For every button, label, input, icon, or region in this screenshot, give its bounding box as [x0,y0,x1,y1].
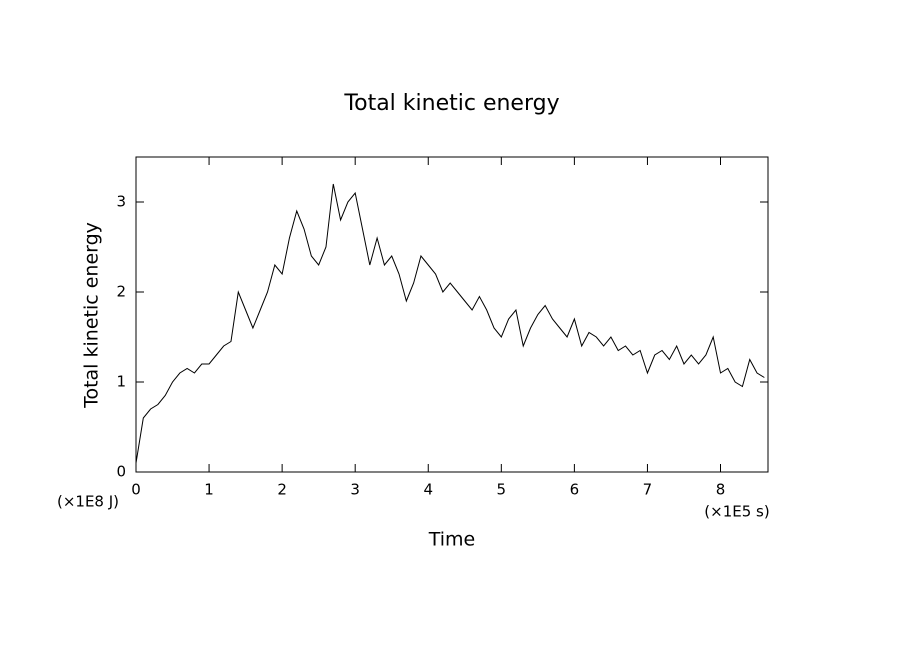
y-tick-label: 2 [116,283,126,301]
x-tick-label: 0 [131,481,141,499]
x-tick-label: 7 [643,481,653,499]
x-tick-label: 1 [204,481,214,499]
data-line [135,183,765,464]
y-tick-label: 3 [116,193,126,211]
x-tick-label: 5 [497,481,507,499]
x-tick-label: 3 [350,481,360,499]
y-unit: (×1E8 J) [57,493,119,511]
x-axis-label: Time [428,529,476,551]
x-unit: (×1E5 s) [704,503,769,521]
x-tick-label: 4 [423,481,433,499]
plot-frame [135,156,769,473]
x-tick-label: 2 [277,481,287,499]
y-tick-label: 1 [116,373,126,391]
x-tick-label: 6 [570,481,580,499]
x-tick-label: 8 [716,481,726,499]
chart-title: Total kinetic energy [343,91,559,116]
y-tick-label: 0 [116,463,126,481]
y-axis-label: Total kinetic energy [81,222,103,409]
